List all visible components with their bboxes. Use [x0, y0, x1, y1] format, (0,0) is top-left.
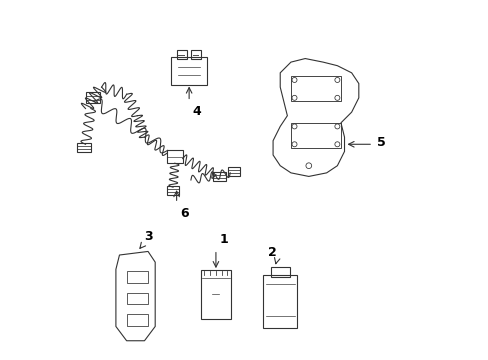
Text: 5: 5: [376, 136, 385, 149]
Bar: [166, 186, 179, 195]
Bar: [126, 314, 148, 326]
Text: 6: 6: [180, 207, 188, 220]
Text: 2: 2: [267, 246, 276, 258]
Text: 4: 4: [192, 105, 201, 118]
Bar: [166, 150, 183, 163]
Bar: [85, 93, 100, 103]
Bar: [290, 76, 340, 102]
Bar: [213, 172, 225, 181]
Bar: [77, 143, 91, 152]
Text: 3: 3: [144, 230, 153, 243]
Bar: [290, 123, 340, 148]
Bar: [126, 271, 148, 283]
Bar: [126, 293, 148, 304]
Text: 1: 1: [219, 233, 228, 246]
Bar: [227, 167, 240, 176]
